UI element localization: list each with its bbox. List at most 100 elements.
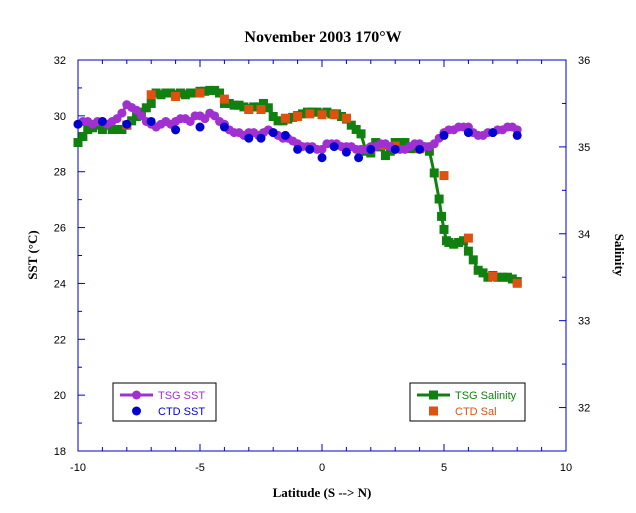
legend-box: [112, 382, 217, 422]
y-right-tick-label: 34: [578, 229, 590, 241]
data-point-ctd_sst: [390, 144, 400, 154]
data-point-tsg_salinity: [444, 237, 454, 247]
data-point-tsg_salinity: [215, 88, 225, 98]
data-point-tsg_salinity: [297, 109, 307, 119]
y-left-tick-label: 22: [54, 334, 66, 346]
data-point-tsg_salinity: [312, 107, 322, 117]
data-point-tsg_salinity: [146, 98, 156, 108]
data-point-ctd_sst: [122, 119, 132, 129]
legend-swatch-marker: [429, 406, 438, 416]
data-point-ctd_sal: [439, 171, 449, 181]
y-right-axis-label: Salinity: [612, 234, 627, 277]
data-point-ctd_sst: [317, 153, 327, 163]
data-point-tsg_salinity: [273, 116, 283, 126]
data-point-tsg_salinity: [395, 138, 405, 148]
legend-label: CTD SST: [158, 406, 205, 418]
data-point-tsg_salinity: [175, 88, 185, 98]
data-point-ctd_sst: [97, 116, 107, 126]
data-point-ctd_sst: [305, 144, 315, 154]
data-point-tsg_salinity: [385, 146, 395, 156]
legend-swatch-marker: [132, 406, 141, 416]
data-point-tsg_salinity: [132, 111, 142, 121]
legend-bottom-right: TSG Salinity CTD Sal: [409, 382, 526, 422]
data-point-tsg_salinity: [468, 255, 478, 265]
data-point-ctd_sst: [366, 144, 376, 154]
data-point-ctd_sst: [415, 144, 425, 154]
data-point-tsg_salinity: [346, 120, 356, 130]
data-point-ctd_sst: [268, 128, 278, 138]
data-point-tsg_salinity: [97, 125, 107, 135]
data-point-tsg_salinity: [161, 88, 171, 98]
y-left-tick-label: 26: [54, 223, 66, 235]
legends: TSG SST CTD SST TSG Salinity CTD Sal: [112, 382, 526, 422]
legend-swatch-marker: [132, 390, 141, 400]
chart-title: November 2003 170°W: [244, 29, 401, 46]
data-point-tsg_salinity: [483, 272, 493, 282]
data-point-tsg_salinity: [112, 125, 122, 135]
data-point-tsg_salinity: [437, 211, 447, 221]
data-point-ctd_sst: [512, 130, 522, 140]
data-point-tsg_salinity: [429, 168, 439, 178]
data-point-ctd_sst: [341, 147, 351, 157]
data-point-tsg_salinity: [400, 138, 410, 148]
data-point-tsg_salinity: [351, 125, 361, 135]
data-point-ctd_sst: [463, 128, 473, 138]
data-point-tsg_salinity: [439, 224, 449, 234]
data-point-tsg_salinity: [473, 265, 483, 275]
data-point-ctd_sal: [512, 278, 522, 288]
data-point-tsg_salinity: [83, 125, 93, 135]
data-point-ctd_sal: [256, 105, 266, 115]
data-point-tsg_salinity: [434, 194, 444, 204]
data-point-tsg_salinity: [234, 100, 244, 110]
data-point-ctd_sal: [293, 111, 303, 121]
data-point-tsg_salinity: [224, 98, 234, 108]
data-point-ctd_sst: [219, 122, 229, 132]
y-right-tick-label: 32: [578, 403, 590, 415]
data-point-tsg_salinity: [322, 107, 332, 117]
x-axis-label: Latitude (S --> N): [273, 485, 372, 500]
data-point-ctd_sal: [305, 109, 315, 119]
data-point-tsg_salinity: [249, 102, 259, 112]
x-tick-label: 5: [441, 462, 447, 474]
data-point-tsg_salinity: [239, 102, 249, 112]
y-right-tick-label: 33: [578, 316, 590, 328]
data-point-tsg_salinity: [200, 86, 210, 96]
data-point-ctd_sst: [280, 130, 290, 140]
legend-label: TSG Salinity: [455, 390, 517, 402]
y-right-tick-label: 36: [578, 55, 590, 67]
data-point-tsg_salinity: [410, 144, 420, 154]
y-left-tick-label: 32: [54, 55, 66, 67]
data-point-ctd_sal: [329, 110, 339, 120]
axes: -10 -5 0 5 10 18 20 22 24 26 28 30 32 32 33 34 35 36: [54, 55, 591, 474]
data-point-tsg_salinity: [78, 131, 88, 141]
data-point-tsg_salinity: [151, 88, 161, 98]
data-point-tsg_salinity: [180, 90, 190, 100]
data-point-ctd_sst: [293, 144, 303, 154]
data-point-tsg_salinity: [190, 88, 200, 98]
data-point-tsg_salinity: [463, 246, 473, 256]
data-point-tsg_salinity: [107, 125, 117, 135]
data-point-ctd_sal: [219, 94, 229, 104]
data-point-tsg_salinity: [507, 274, 517, 284]
data-point-tsg_salinity: [141, 103, 151, 113]
data-point-tsg_salinity: [263, 103, 273, 113]
legend-swatch-marker: [429, 390, 438, 400]
data-point-tsg_salinity: [478, 268, 488, 278]
data-point-tsg_salinity: [424, 146, 434, 156]
series-layer: [73, 85, 522, 288]
x-tick-label: 10: [560, 462, 572, 474]
data-point-tsg_salinity: [268, 111, 278, 121]
data-point-tsg_salinity: [210, 85, 220, 95]
data-point-tsg_salinity: [127, 116, 137, 126]
series-ctd_sst: [73, 116, 522, 163]
data-point-tsg_salinity: [337, 111, 347, 121]
legend-bottom-left: TSG SST CTD SST: [112, 382, 217, 422]
data-point-tsg_salinity: [459, 236, 469, 246]
data-point-ctd_sal: [146, 90, 156, 100]
y-left-tick-label: 18: [54, 446, 66, 458]
data-point-tsg_salinity: [356, 129, 366, 139]
data-point-tsg_salinity: [449, 239, 459, 249]
data-point-ctd_sst: [244, 133, 254, 143]
